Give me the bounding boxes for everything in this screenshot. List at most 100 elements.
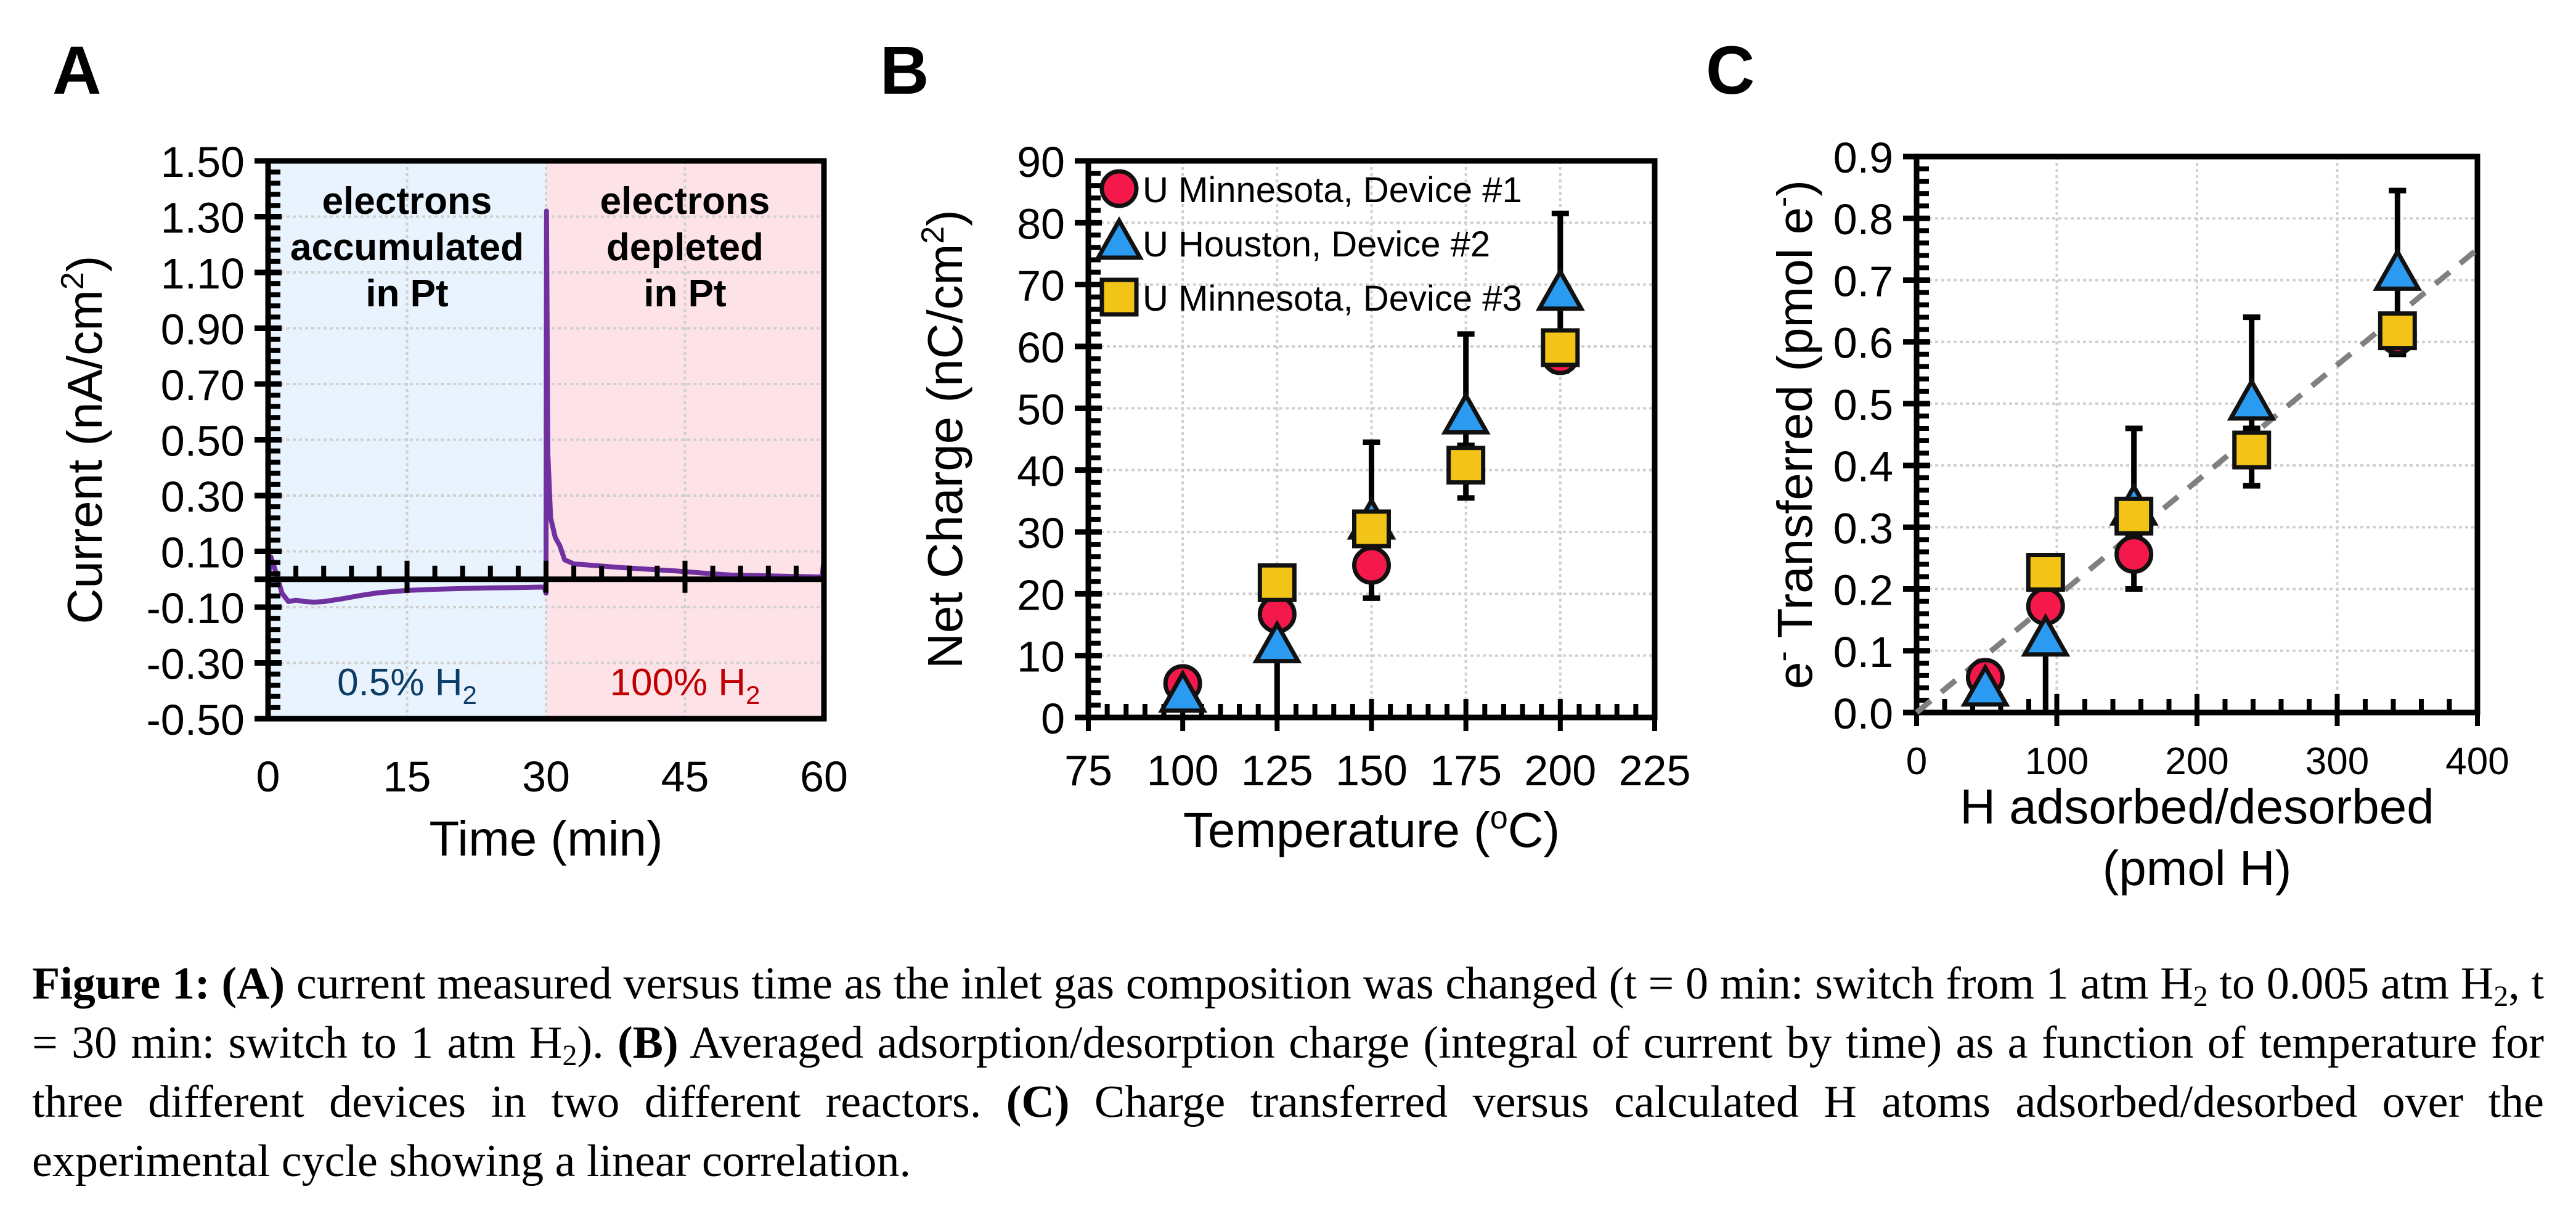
x-title-text: C) [1508,803,1560,857]
y-tick-label: 40 [1017,447,1065,496]
y-title-superscript: 2 [55,272,91,290]
y-title-text: Current (nA/cm [57,290,112,624]
x-tick-label: 0 [256,753,280,801]
gas-label-text: 100% H [610,661,746,704]
x-axis-title: Temperature (oC) [1183,800,1560,857]
legend-marker-square [1099,277,1139,317]
y-title-superscript: 2 [915,226,951,244]
y-title-text: Transferred (pmol e [1767,207,1822,651]
y-tick-label: 0 [1041,695,1065,743]
y-tick-label: 0.70 [161,361,245,409]
legend-marker-circle [1099,169,1139,208]
y-title-superscript: - [1765,651,1801,661]
data-point-triangle [1441,391,1491,435]
y-tick-label: 0.2 [1833,566,1893,615]
caption-subscript: 2 [2193,980,2208,1013]
caption-a-label: (A) [221,958,285,1009]
data-point-circle [2114,534,2154,574]
y-tick-label: 70 [1017,262,1065,310]
data-point-square [2232,430,2272,470]
y-tick-label: 0.1 [1833,628,1893,676]
y-tick-label: 90 [1017,138,1065,186]
x-tick-label: 100 [1147,746,1219,795]
x-tick-label: 300 [2305,740,2369,783]
y-title-text: ) [57,256,112,272]
y-tick-label: 0.8 [1833,195,1893,243]
y-tick-label: 10 [1017,633,1065,681]
panel-letter-c: C [1706,33,1755,108]
x-axis-title-line2: (pmol H) [2103,841,2292,896]
x-tick-label: 225 [1619,746,1691,795]
caption-figure-label: Figure 1: [32,958,210,1009]
x-tick-label: 0 [1906,740,1927,783]
data-point-square [1352,509,1391,549]
caption-b-label: (B) [618,1018,679,1068]
x-axis-title: Time (min) [429,811,662,866]
data-point-triangle [1535,267,1585,311]
x-title-text: Temperature ( [1183,803,1490,857]
data-point-square [1257,563,1297,602]
caption-a-text: current measured versus time as the inle… [285,958,2193,1009]
legend-label: U Houston, Device #2 [1143,224,1490,264]
y-axis-title: Net Charge (nC/cm2) [915,210,972,669]
caption-b-text: Averaged adsorption/desorption charge (i… [32,1018,2544,1127]
x-axis-title-line1: H adsorbed/desorbed [1960,779,2434,834]
data-point-triangle [2373,247,2423,291]
y-title-text: Net Charge (nC/cm [918,244,972,669]
caption-a-text: to 0.005 atm H [2207,958,2494,1009]
y-tick-label: 0.10 [161,529,245,577]
x-tick-label: 200 [2165,740,2228,783]
figure-caption: Figure 1: (A) current measured versus ti… [32,954,2544,1191]
caption-a-text: , t = 30 min: switch to 1 atm H [32,958,2545,1068]
x-tick-label: 100 [2025,740,2089,783]
chart-b: 0 10 20 30 40 50 60 70 80 90 75 100 125 150 175 200 225 U… [915,138,1690,857]
x-tick-label: 175 [1430,746,1502,795]
region-top-label: electrons [600,180,770,223]
y-tick-label: 1.30 [161,194,245,242]
y-tick-label: 0.30 [161,473,245,521]
x-tick-label: 200 [1524,746,1596,795]
y-title-text: e [1767,662,1822,690]
linear-fit-line [1915,247,2479,715]
x-tick-label: 125 [1241,746,1313,795]
region-top-label: depleted [606,226,764,269]
gas-label-text: 0.5% H [337,661,462,704]
y-tick-label: 80 [1017,200,1065,248]
caption-subscript: 2 [2493,980,2509,1013]
data-point-circle [1352,546,1391,585]
region-top-label: electrons [322,180,492,223]
x-tick-label: 45 [661,753,709,801]
legend-label: U Minnesota, Device #1 [1143,170,1522,210]
y-title-text: ) [918,210,972,226]
x-tick-label: 150 [1335,746,1408,795]
y-tick-label: 0.0 [1833,690,1893,738]
panel-letter-b: B [880,33,929,108]
y-axis-title: e- Transferred (pmol e-) [1765,180,1822,689]
region-top-label: accumulated [290,226,524,269]
y-tick-label: 1.10 [161,250,245,298]
data-point-square [2114,496,2154,536]
y-title-text: ) [1767,180,1822,197]
x-tick-label: 30 [522,753,570,801]
data-point-triangle [1158,669,1208,713]
region-top-label: in Pt [643,272,726,315]
data-point-square [2026,552,2065,592]
y-axis-title: Current (nA/cm2) [55,256,112,624]
y-tick-label: 0.4 [1833,443,1893,491]
chart-c: 0.0 0.1 0.2 0.3 0.4 0.5 0.6 0.7 0.8 0.9 0 100 200 300… [1765,134,2509,896]
y-tick-label: 0.3 [1833,504,1893,552]
y-tick-label: 0.50 [161,417,245,465]
data-point-triangle [2227,377,2276,421]
x-title-superscript: o [1490,800,1508,836]
region-gas-label: 100% H2 [610,661,760,709]
y-tick-label: 60 [1017,324,1065,372]
y-tick-label: 0.7 [1833,257,1893,305]
y-tick-label: -0.50 [146,696,245,744]
y-tick-label: 0.5 [1833,381,1893,429]
data-point-triangle [2021,613,2071,657]
data-point-triangle [1252,619,1302,664]
data-point-square [2378,311,2417,351]
y-tick-label: 0.90 [161,306,245,354]
